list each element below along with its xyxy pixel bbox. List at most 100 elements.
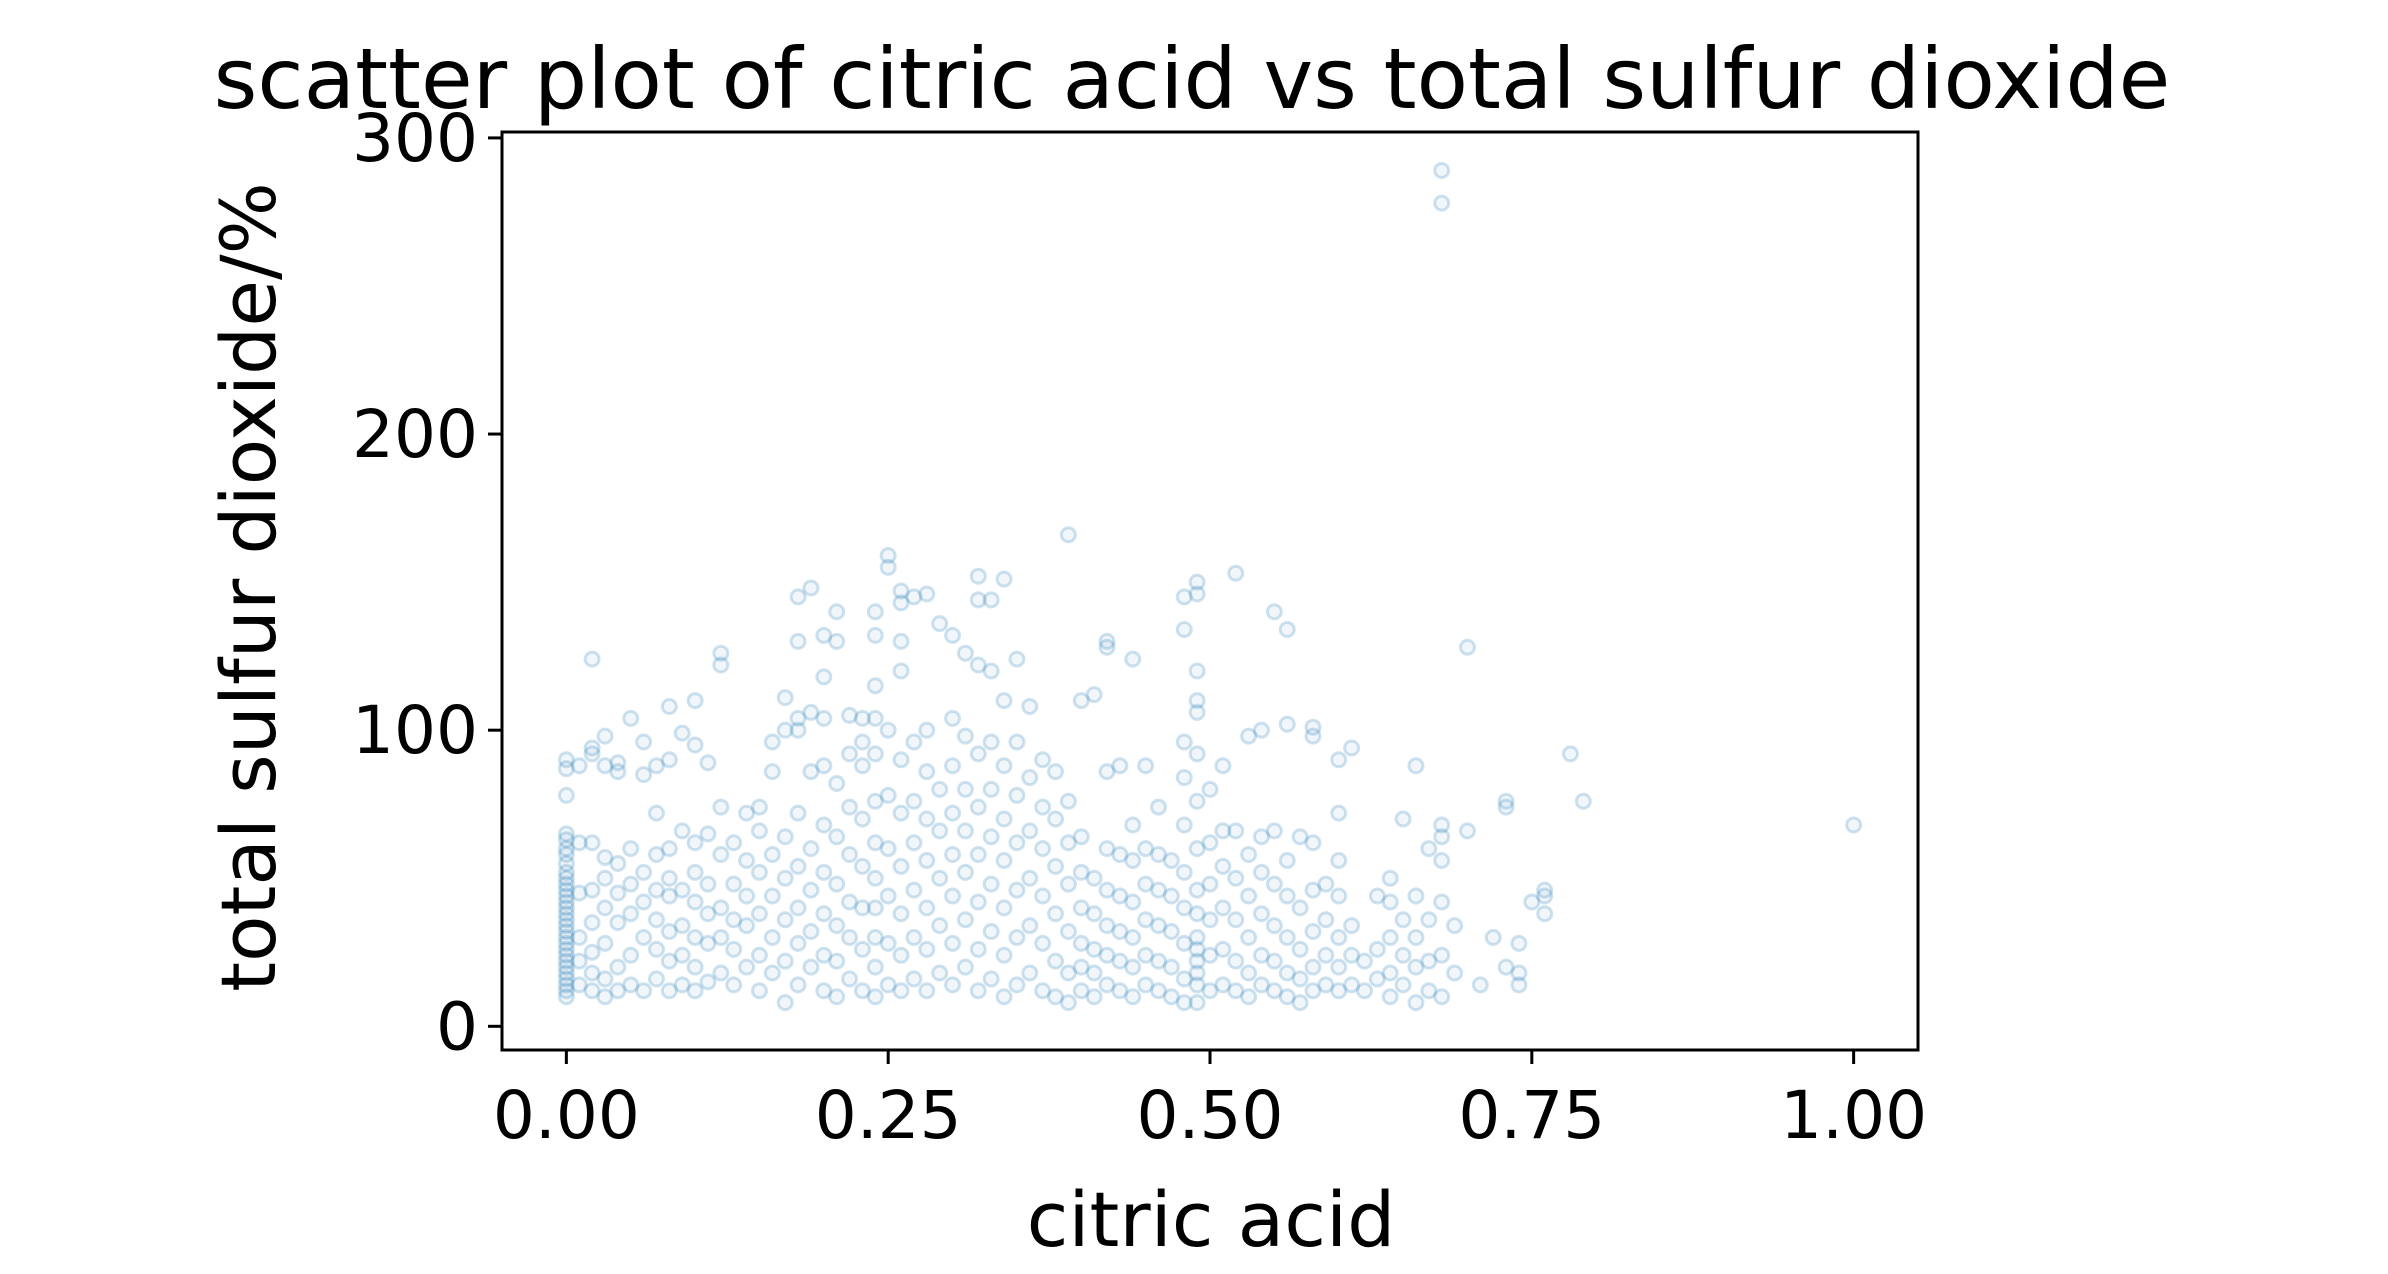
scatter-point (686, 834, 704, 852)
scatter-point (609, 754, 627, 772)
scatter-point (879, 558, 897, 576)
scatter-point (699, 905, 717, 923)
scatter-point (1072, 828, 1090, 846)
scatter-point (969, 567, 987, 585)
scatter-point (609, 982, 627, 1000)
scatter-point (1188, 745, 1206, 763)
scatter-point (596, 869, 614, 887)
scatter-point (557, 976, 575, 994)
scatter-point (1137, 840, 1155, 858)
scatter-point (1124, 893, 1142, 911)
scatter-point (1047, 763, 1065, 781)
scatter-point (853, 899, 871, 917)
scatter-point (1111, 923, 1129, 941)
scatter-point (1304, 834, 1322, 852)
scatter-point (969, 893, 987, 911)
scatter-point (944, 804, 962, 822)
scatter-point (557, 905, 575, 923)
scatter-point (1343, 976, 1361, 994)
scatter-point (879, 840, 897, 858)
scatter-point (1420, 911, 1438, 929)
scatter-point (1175, 769, 1193, 787)
scatter-point (1420, 952, 1438, 970)
scatter-point (815, 709, 833, 727)
scatter-point (1137, 757, 1155, 775)
scatter-point (1124, 958, 1142, 976)
scatter-point (622, 709, 640, 727)
scatter-point (1381, 988, 1399, 1006)
scatter-point (686, 736, 704, 754)
scatter-point (1214, 757, 1232, 775)
scatter-point (570, 952, 588, 970)
chart-title: scatter plot of citric acid vs total sul… (214, 30, 2171, 128)
scatter-point (699, 875, 717, 893)
scatter-point (944, 976, 962, 994)
scatter-point (647, 970, 665, 988)
scatter-point (1394, 810, 1412, 828)
scatter-point (879, 934, 897, 952)
scatter-point (763, 887, 781, 905)
scatter-point (802, 579, 820, 597)
scatter-point (969, 846, 987, 864)
scatter-point (1317, 911, 1335, 929)
scatter-point (1201, 780, 1219, 798)
scatter-point (995, 757, 1013, 775)
scatter-point (828, 875, 846, 893)
scatter-point (1304, 923, 1322, 941)
scatter-point (841, 798, 859, 816)
scatter-point (1330, 887, 1348, 905)
scatter-point (1034, 798, 1052, 816)
scatter-point (1111, 952, 1129, 970)
scatter-point (866, 834, 884, 852)
scatter-point (802, 923, 820, 941)
scatter-point (1227, 982, 1245, 1000)
scatter-point (660, 840, 678, 858)
scatter-point (557, 825, 575, 843)
scatter-point (673, 724, 691, 742)
scatter-point (892, 857, 910, 875)
scatter-point (1330, 751, 1348, 769)
scatter-point (1072, 982, 1090, 1000)
scatter-point (841, 745, 859, 763)
scatter-point (750, 798, 768, 816)
y-tick-label: 0 (436, 988, 478, 1065)
scatter-point (1059, 994, 1077, 1012)
scatter-point (635, 982, 653, 1000)
scatter-point (557, 854, 575, 872)
scatter-point (1845, 816, 1863, 834)
scatter-point (956, 958, 974, 976)
scatter-point (1175, 733, 1193, 751)
scatter-point (1047, 857, 1065, 875)
scatter-point (956, 863, 974, 881)
scatter-point (802, 881, 820, 899)
scatter-point (956, 822, 974, 840)
scatter-point (1175, 899, 1193, 917)
scatter-point (1098, 840, 1116, 858)
scatter-point (1252, 828, 1270, 846)
scatter-point (712, 644, 730, 662)
scatter-point (1188, 840, 1206, 858)
scatter-point (802, 958, 820, 976)
scatter-point (1381, 869, 1399, 887)
scatter-point (1252, 946, 1270, 964)
scatter-point (1008, 881, 1026, 899)
scatter-point (1368, 887, 1386, 905)
scatter-point (712, 928, 730, 946)
scatter-point (1343, 946, 1361, 964)
scatter-point (1008, 733, 1026, 751)
scatter-point (596, 849, 614, 867)
scatter-point (1201, 982, 1219, 1000)
scatter-point (1420, 982, 1438, 1000)
scatter-point (660, 923, 678, 941)
scatter-point (815, 905, 833, 923)
scatter-point (1201, 834, 1219, 852)
scatter-point (1162, 887, 1180, 905)
scatter-point (1034, 751, 1052, 769)
scatter-point (1381, 964, 1399, 982)
scatter-points (557, 162, 1863, 1012)
scatter-point (738, 917, 756, 935)
scatter-point (918, 940, 936, 958)
scatter-point (1008, 786, 1026, 804)
scatter-point (1265, 982, 1283, 1000)
